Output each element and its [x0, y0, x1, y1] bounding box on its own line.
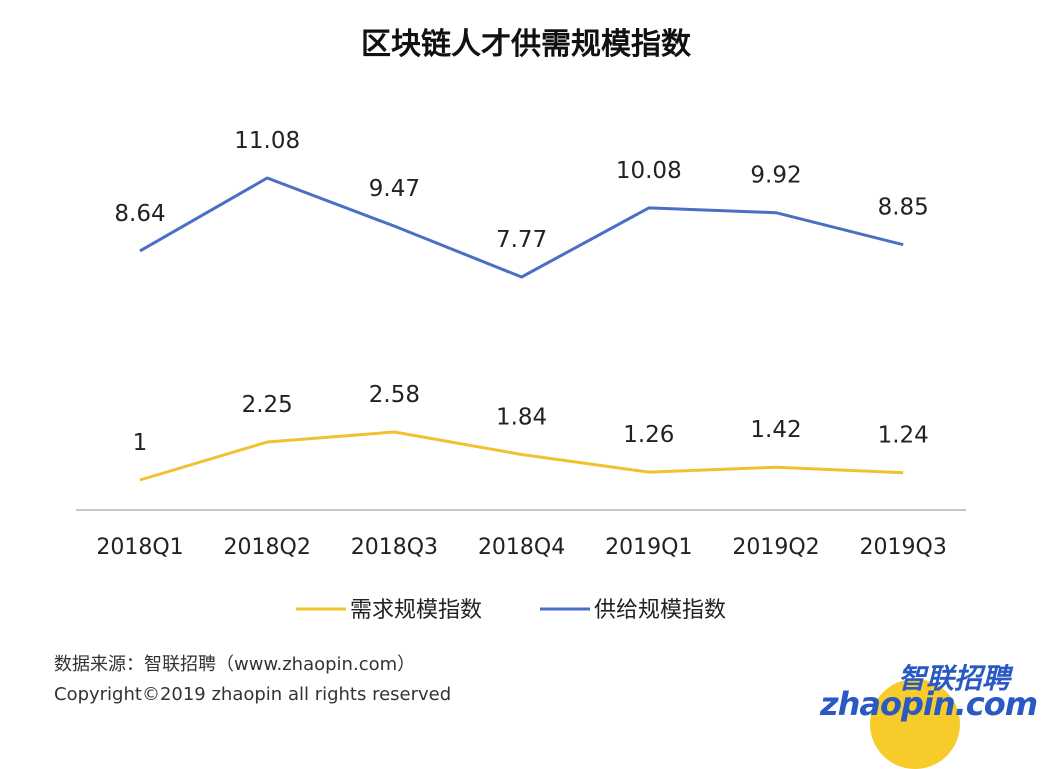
x-tick-label: 2019Q1 [605, 535, 692, 560]
legend-label-1: 供给规模指数 [594, 598, 726, 623]
legend-label-0: 需求规模指数 [350, 598, 482, 623]
data-label-1-3: 7.77 [496, 227, 547, 253]
x-tick-label: 2018Q4 [478, 535, 565, 560]
x-tick-label: 2019Q3 [860, 535, 947, 560]
legend: 需求规模指数 供给规模指数 [296, 598, 726, 623]
data-label-0-1: 2.25 [242, 392, 293, 418]
data-label-1-1: 11.08 [234, 128, 300, 154]
data-label-0-0: 1 [133, 430, 148, 456]
x-tick-label: 2018Q3 [351, 535, 438, 560]
plot-area: 1 2.25 2.58 1.84 1.26 1.42 1.24 8.64 11.08 9.47 7.… [114, 128, 928, 480]
zhaopin-logo: 智联招聘 zhaopin.com [818, 655, 1018, 745]
chart-title: 区块链人才供需规模指数 [361, 27, 692, 62]
data-label-1-4: 10.08 [616, 158, 682, 184]
data-label-0-6: 1.24 [878, 423, 929, 449]
data-label-0-5: 1.42 [750, 417, 801, 443]
data-label-1-2: 9.47 [369, 176, 420, 202]
data-label-0-2: 2.58 [369, 382, 420, 408]
x-tick-label: 2018Q1 [96, 535, 183, 560]
logo-text-en: zhaopin.com [820, 685, 1037, 723]
data-source-note: 数据来源：智联招聘（www.zhaopin.com） [54, 650, 415, 676]
data-label-1-0: 8.64 [114, 201, 165, 227]
line-chart: 区块链人才供需规模指数 1 2.25 2.58 1.84 1.26 1.42 1.24 8.6… [0, 0, 1052, 752]
data-label-0-4: 1.26 [623, 422, 674, 448]
copyright-note: Copyright©2019 zhaopin all rights reserv… [54, 684, 451, 705]
x-tick-label: 2018Q2 [224, 535, 311, 560]
data-label-1-6: 8.85 [878, 195, 929, 221]
data-label-0-3: 1.84 [496, 404, 547, 430]
data-label-1-5: 9.92 [750, 163, 801, 189]
x-axis-ticks: 2018Q1 2018Q2 2018Q3 2018Q4 2019Q1 2019Q2 2019… [96, 535, 947, 560]
x-tick-label: 2019Q2 [732, 535, 819, 560]
